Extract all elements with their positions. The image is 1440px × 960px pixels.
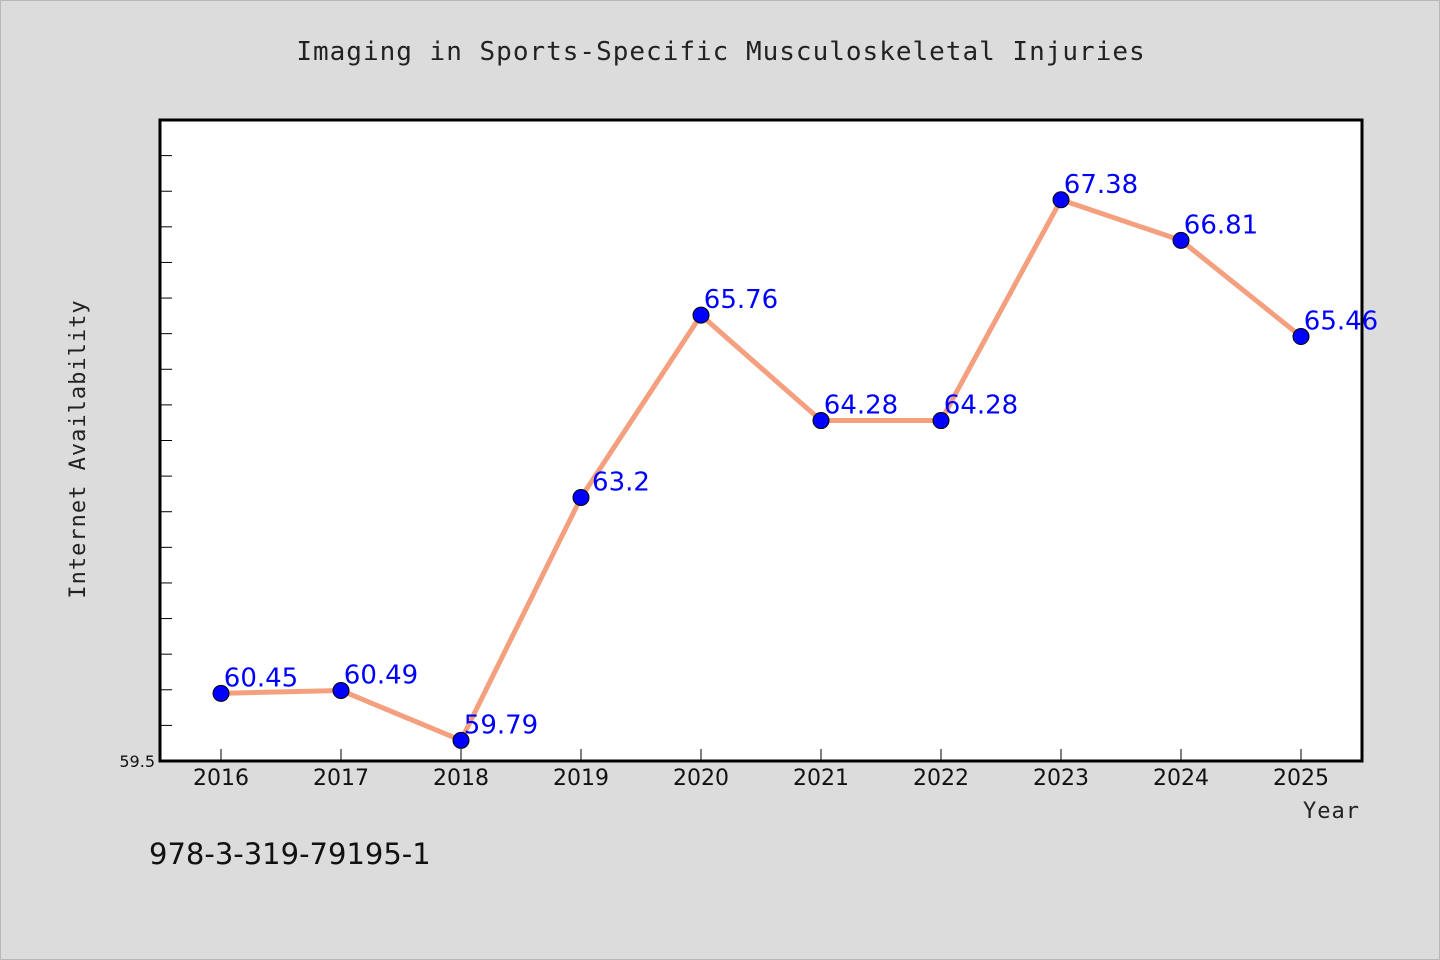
- data-label: 66.81: [1184, 210, 1258, 240]
- x-axis-ticks: 2016 2017 2018 2019 2020 2021 2022 2023 2024 2025: [193, 749, 1329, 791]
- x-tick-label: 2016: [193, 766, 249, 791]
- x-tick-label: 2018: [433, 766, 489, 791]
- data-label: 65.76: [704, 285, 778, 315]
- isbn-text: 978-3-319-79195-1: [149, 837, 431, 871]
- x-tick-label: 2022: [913, 766, 969, 791]
- x-tick-label: 2025: [1273, 766, 1329, 791]
- data-point: [452, 731, 470, 749]
- x-tick-label: 2019: [553, 766, 609, 791]
- x-tick-label: 2017: [313, 766, 369, 791]
- data-point: [572, 488, 590, 506]
- x-tick-label: 2021: [793, 766, 849, 791]
- series-layer: [212, 191, 1310, 749]
- x-tick-label: 2020: [673, 766, 729, 791]
- data-label: 59.79: [464, 710, 538, 740]
- data-point: [812, 412, 830, 430]
- data-point: [1172, 231, 1190, 249]
- series-line: [220, 197, 1303, 743]
- data-label: 63.2: [592, 467, 650, 497]
- x-tick-label: 2024: [1153, 766, 1209, 791]
- data-label: 64.28: [944, 391, 1018, 421]
- data-point: [332, 681, 350, 699]
- data-label: 65.46: [1304, 307, 1378, 337]
- chart-title: Imaging in Sports-Specific Musculoskelet…: [296, 37, 1146, 67]
- x-tick-label: 2023: [1033, 766, 1089, 791]
- data-point: [692, 306, 710, 324]
- data-point: [1292, 328, 1310, 346]
- data-point: [932, 412, 950, 430]
- y-axis-min-label: 59.5: [119, 752, 155, 771]
- data-label: 60.45: [224, 663, 298, 693]
- data-label: 67.38: [1064, 170, 1138, 200]
- data-label-layer: 60.45 60.49 59.79 63.2 65.76 64.28 64.28 67.38 6…: [224, 170, 1378, 741]
- data-point: [1052, 191, 1070, 209]
- x-axis-label: Year: [1303, 799, 1360, 824]
- data-point: [212, 684, 230, 702]
- data-label: 60.49: [344, 660, 418, 690]
- y-axis-label: Internet Availability: [66, 299, 91, 598]
- y-axis-ticks: [160, 155, 172, 726]
- data-label: 64.28: [824, 391, 898, 421]
- plot-area: [158, 118, 1364, 763]
